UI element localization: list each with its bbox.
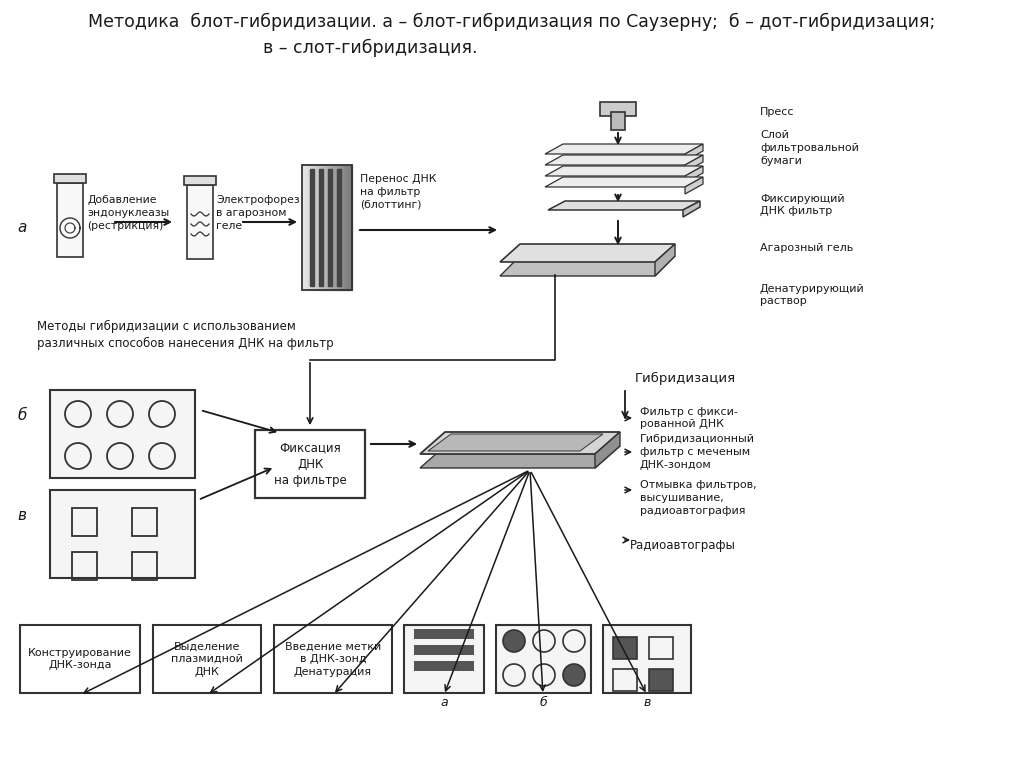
Bar xyxy=(153,625,261,693)
Polygon shape xyxy=(420,432,620,454)
Polygon shape xyxy=(683,201,700,217)
Bar xyxy=(328,169,332,286)
Polygon shape xyxy=(184,176,216,185)
Polygon shape xyxy=(420,446,620,468)
Polygon shape xyxy=(545,177,703,187)
Polygon shape xyxy=(57,183,83,257)
Text: Слой
фильтровальной
бумаги: Слой фильтровальной бумаги xyxy=(760,130,859,166)
Polygon shape xyxy=(500,256,675,276)
Text: Гибридизационный
фильтр с меченым
ДНК-зондом: Гибридизационный фильтр с меченым ДНК-зо… xyxy=(640,434,755,470)
Polygon shape xyxy=(187,185,213,259)
Bar xyxy=(310,169,314,286)
Bar xyxy=(20,625,140,693)
Circle shape xyxy=(503,630,525,652)
Text: Методика  блот-гибридизации. а – блот-гибридизация по Саузерну;  б – дот-гибриди: Методика блот-гибридизации. а – блот-гиб… xyxy=(88,13,936,31)
Polygon shape xyxy=(428,434,603,451)
Text: Выделение
плазмидной
ДНК: Выделение плазмидной ДНК xyxy=(171,641,243,676)
Text: Агарозный гель: Агарозный гель xyxy=(760,243,853,253)
Bar xyxy=(414,629,474,639)
Bar xyxy=(274,625,392,693)
Polygon shape xyxy=(545,155,703,165)
Bar xyxy=(649,637,673,659)
Polygon shape xyxy=(500,244,675,262)
Bar xyxy=(72,552,97,580)
Text: б: б xyxy=(539,696,547,709)
Text: Пресс: Пресс xyxy=(760,107,795,117)
Bar xyxy=(132,552,157,580)
Bar xyxy=(414,661,474,671)
Polygon shape xyxy=(685,177,703,194)
Bar xyxy=(611,112,625,130)
Bar xyxy=(50,390,195,478)
Polygon shape xyxy=(54,174,86,183)
Text: а: а xyxy=(440,696,447,709)
Bar xyxy=(404,625,484,693)
Polygon shape xyxy=(595,432,620,468)
Bar xyxy=(50,490,195,578)
Text: в: в xyxy=(643,696,650,709)
Bar xyxy=(649,669,673,691)
Text: Радиоавтографы: Радиоавтографы xyxy=(630,538,736,551)
Circle shape xyxy=(563,630,585,652)
Bar xyxy=(603,625,691,693)
Polygon shape xyxy=(685,155,703,172)
Bar xyxy=(302,165,352,290)
Bar xyxy=(255,430,365,498)
Text: Введение метки
в ДНК-зонд
Денатурация: Введение метки в ДНК-зонд Денатурация xyxy=(285,641,381,676)
Circle shape xyxy=(503,664,525,686)
Polygon shape xyxy=(545,166,703,176)
Text: Перенос ДНК
на фильтр
(блоттинг): Перенос ДНК на фильтр (блоттинг) xyxy=(360,174,436,210)
Circle shape xyxy=(563,664,585,686)
Bar xyxy=(613,637,637,659)
Polygon shape xyxy=(545,144,703,154)
Text: Гибридизация: Гибридизация xyxy=(635,371,736,384)
Text: Методы гибридизации с использованием
различных способов нанесения ДНК на фильтр: Методы гибридизации с использованием раз… xyxy=(37,320,334,350)
Bar xyxy=(613,669,637,691)
Text: б: б xyxy=(17,407,27,423)
Bar xyxy=(337,169,341,286)
Polygon shape xyxy=(655,244,675,276)
Text: Добавление
эндонуклеазы
(рестрикция): Добавление эндонуклеазы (рестрикция) xyxy=(87,195,169,231)
Bar xyxy=(319,169,323,286)
Text: Фильтр с фикси-
рованной ДНК: Фильтр с фикси- рованной ДНК xyxy=(640,407,738,430)
Text: Денатурирующий
раствор: Денатурирующий раствор xyxy=(760,284,864,306)
Polygon shape xyxy=(685,166,703,183)
Text: Электрофорез
в агарозном
геле: Электрофорез в агарозном геле xyxy=(216,195,300,231)
Bar xyxy=(496,625,591,693)
Text: Конструирование
ДНК-зонда: Конструирование ДНК-зонда xyxy=(28,647,132,670)
Circle shape xyxy=(534,664,555,686)
Bar xyxy=(132,508,157,536)
Polygon shape xyxy=(548,201,700,210)
Text: Фиксирующий
ДНК фильтр: Фиксирующий ДНК фильтр xyxy=(760,193,845,216)
Text: в – слот-гибридизация.: в – слот-гибридизация. xyxy=(263,39,477,57)
Text: Отмывка фильтров,
высушивание,
радиоавтография: Отмывка фильтров, высушивание, радиоавто… xyxy=(640,480,757,515)
Text: в: в xyxy=(17,508,27,522)
Bar xyxy=(414,645,474,655)
Text: а: а xyxy=(17,220,27,235)
Bar xyxy=(72,508,97,536)
Polygon shape xyxy=(685,144,703,161)
Bar xyxy=(600,102,636,116)
Circle shape xyxy=(534,630,555,652)
Text: Фиксация
ДНК
на фильтре: Фиксация ДНК на фильтре xyxy=(273,441,346,487)
